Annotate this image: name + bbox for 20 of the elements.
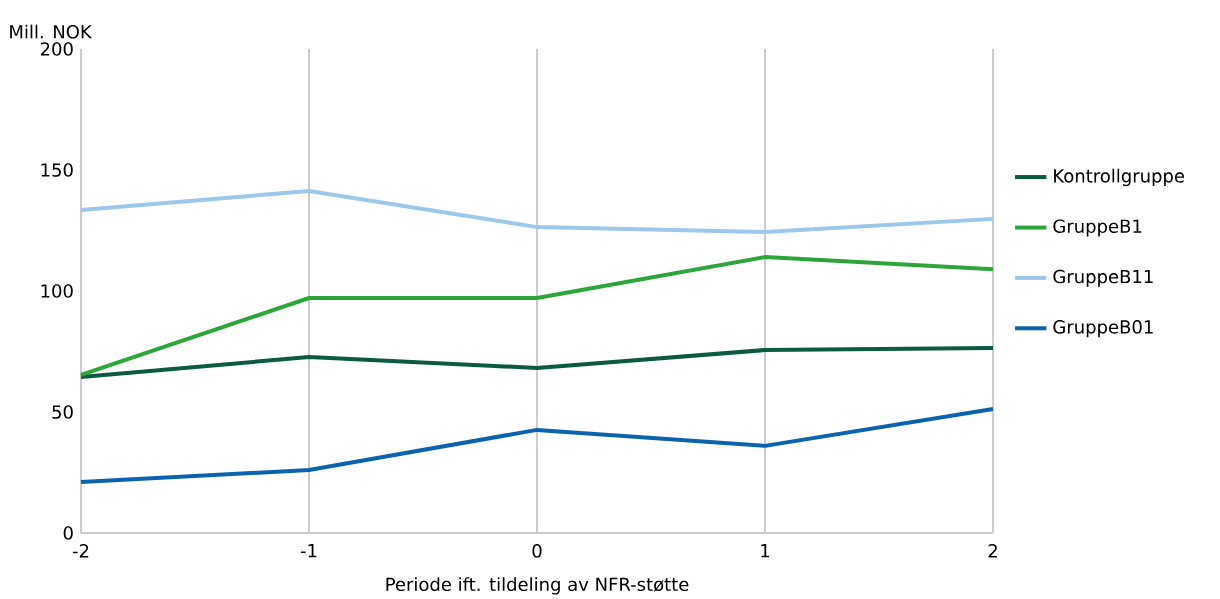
legend-label: GruppeB11 [1053,269,1153,287]
x-tick-label: -1 [300,544,317,558]
line-series [79,255,996,377]
x-tick-label: 2 [988,544,997,558]
x-tick-label: -2 [72,544,89,558]
y-tick-label: 200 [40,42,73,56]
y-tick-label: 50 [52,405,73,419]
line-series [79,407,996,484]
x-tick-label: 1 [761,544,770,558]
x-tick-label: 0 [532,544,542,558]
legend-label: Kontrollgruppe [1054,168,1185,187]
y-axis-title: Mill. NOK [10,24,93,39]
y-tick-label: 150 [41,163,73,177]
line-series [79,189,996,234]
line-series [79,346,996,379]
legend-label: GruppeB01 [1053,320,1153,338]
y-tick-label: 0 [63,526,73,540]
x-axis-title: Periode ift. tildeling av NFR-støtte [386,577,689,595]
y-tick-label: 100 [41,284,73,298]
legend-label: GruppeB1 [1053,219,1142,237]
